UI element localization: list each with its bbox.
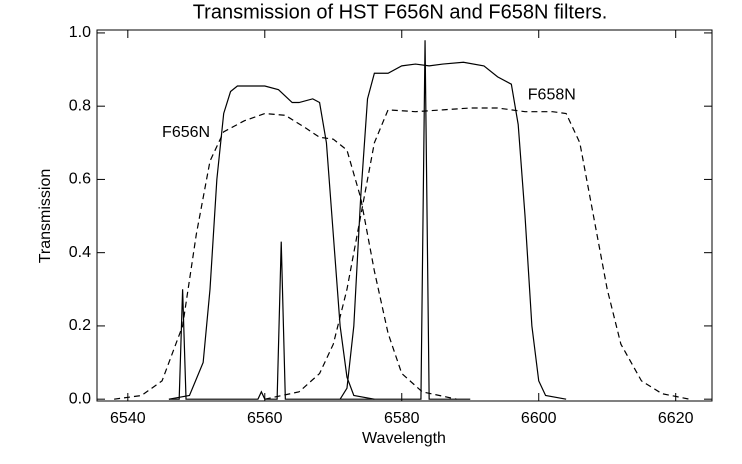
x-tick-label: 6600 — [521, 410, 557, 427]
plot-frame — [96, 29, 713, 402]
annotation: F656N — [162, 124, 210, 141]
dashed-curve — [114, 112, 457, 400]
y-tick-label: 0.2 — [69, 317, 91, 334]
y-tick-label: 0.4 — [69, 244, 91, 261]
x-tick-label: 6560 — [247, 410, 283, 427]
x-tick-label: 6580 — [384, 410, 420, 427]
solid-curve — [168, 85, 375, 400]
solid-curve — [339, 61, 567, 400]
x-axis-label: Wavelength — [362, 430, 446, 447]
y-tick-label: 0.8 — [69, 97, 91, 114]
y-tick-label: 0.0 — [69, 390, 91, 407]
x-tick-label: 6540 — [110, 410, 146, 427]
dashed-curve — [264, 107, 690, 400]
solid-curve — [168, 40, 471, 400]
x-tick-label: 6620 — [658, 410, 694, 427]
annotation: F658N — [528, 86, 576, 103]
y-tick-label: 0.6 — [69, 171, 91, 188]
y-axis-label: Transmission — [37, 169, 54, 264]
y-tick-label: 1.0 — [69, 24, 91, 41]
chart-title: Transmission of HST F656N and F658N filt… — [193, 1, 608, 23]
